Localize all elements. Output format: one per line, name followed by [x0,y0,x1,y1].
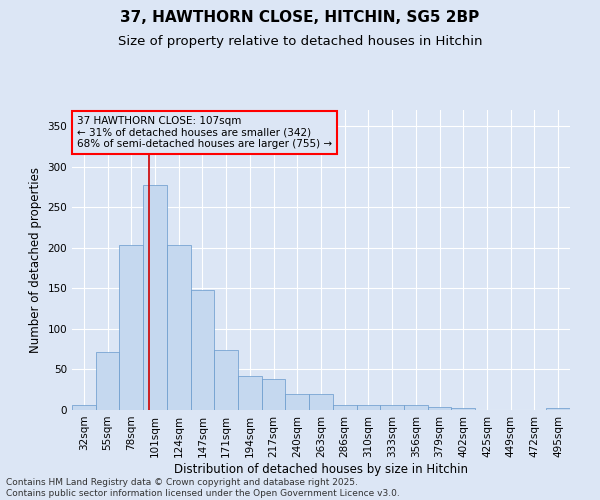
Text: 37, HAWTHORN CLOSE, HITCHIN, SG5 2BP: 37, HAWTHORN CLOSE, HITCHIN, SG5 2BP [121,10,479,25]
X-axis label: Distribution of detached houses by size in Hitchin: Distribution of detached houses by size … [174,462,468,475]
Bar [286,394,309,410]
Text: Size of property relative to detached houses in Hitchin: Size of property relative to detached ho… [118,35,482,48]
Bar [428,407,451,410]
Text: 37 HAWTHORN CLOSE: 107sqm
← 31% of detached houses are smaller (342)
68% of semi: 37 HAWTHORN CLOSE: 107sqm ← 31% of detac… [77,116,332,149]
Bar [238,376,262,410]
Bar [380,405,404,410]
Bar [119,244,143,410]
Bar [262,379,286,410]
Bar [96,352,119,410]
Bar [72,405,96,410]
Bar [191,290,214,410]
Bar [546,408,570,410]
Bar [167,244,191,410]
Text: Contains HM Land Registry data © Crown copyright and database right 2025.
Contai: Contains HM Land Registry data © Crown c… [6,478,400,498]
Y-axis label: Number of detached properties: Number of detached properties [29,167,42,353]
Bar [356,405,380,410]
Bar [309,394,333,410]
Bar [214,350,238,410]
Bar [451,408,475,410]
Bar [143,184,167,410]
Bar [333,405,356,410]
Bar [404,405,428,410]
